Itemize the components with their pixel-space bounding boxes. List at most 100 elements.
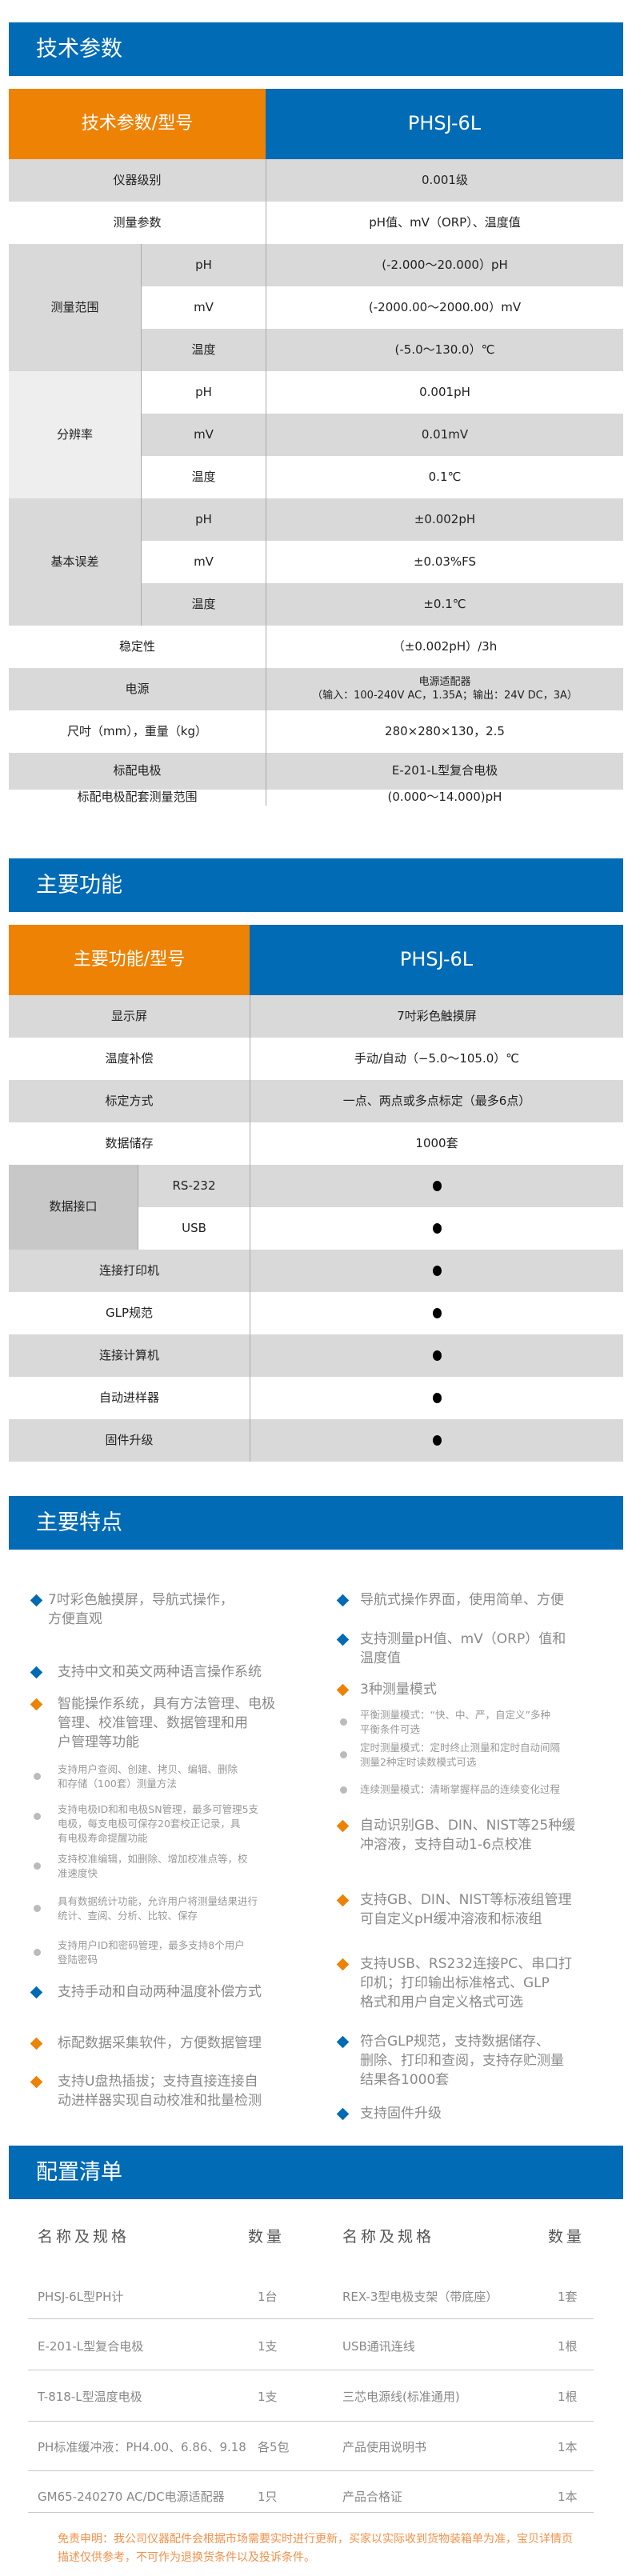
bullet-diamond-icon [30, 1594, 43, 1607]
bullet-diamond-icon [30, 1986, 43, 1999]
row-divider [28, 2318, 594, 2319]
bullet-diamond-icon [30, 2037, 43, 2050]
supported-cell [250, 1292, 623, 1334]
supported-dot-icon [432, 1308, 442, 1318]
row-value: 手动/自动（−5.0～105.0）℃ [250, 1038, 623, 1080]
row-value: ±0.002pH [266, 498, 623, 541]
supported-cell [250, 1334, 623, 1377]
bullet-diamond-icon [336, 1894, 350, 1907]
bullet-diamond-icon [336, 2107, 350, 2121]
feature-item: 标配数据采集软件，方便数据管理 [58, 2035, 262, 2051]
row-value: 7吋彩色触摸屏 [250, 995, 623, 1038]
bullet-diamond-icon [336, 1958, 350, 1971]
sub-label: mV [141, 541, 266, 583]
bullet-diamond-icon [336, 1594, 350, 1607]
header-model-name: PHSJ-6L [266, 89, 623, 159]
row-label: 电源 [9, 668, 266, 710]
row-value: 1000套 [250, 1122, 623, 1165]
config-item-qty: 1根 [558, 2390, 578, 2404]
bullet-diamond-icon [30, 1666, 43, 1679]
config-item-qty: 各5包 [258, 2440, 290, 2454]
row-value: 0.001pH [266, 371, 623, 414]
bullet-diamond-icon [336, 1683, 350, 1697]
row-value: (-2.000～20.000）pH [266, 244, 623, 286]
feature-item: 支持手动和自动两种温度补偿方式 [58, 1984, 262, 2000]
row-label: 数据储存 [9, 1122, 250, 1165]
section-header-tech: 技术参数 [9, 22, 623, 76]
config-item-qty: 1本 [558, 2490, 578, 2504]
sub-label: 温度 [141, 583, 266, 626]
config-item-name: T-818-L型温度电极 [38, 2390, 142, 2404]
row-value: 280×280×130，2.5 [266, 710, 623, 753]
header-param-model: 技术参数/型号 [9, 89, 266, 159]
row-value: （±0.002pH）/3h [266, 626, 623, 668]
feature-item: 支持中文和英文两种语言操作系统 [58, 1664, 262, 1680]
row-value: ±0.03%FS [266, 541, 623, 583]
config-item-name: PH标准缓冲液：PH4.00、6.86、9.18 [38, 2440, 246, 2454]
feature-item: 3种测量模式 [360, 1682, 437, 1698]
group-label: 分辨率 [9, 371, 141, 498]
config-item-qty: 1根 [558, 2339, 578, 2354]
supported-dot-icon [432, 1181, 442, 1191]
power-line-1: 电源适配器 [418, 675, 471, 688]
row-label: 标配电极配套测量范围 [9, 790, 266, 806]
row-label: 稳定性 [9, 626, 266, 668]
row-value: (-5.0～130.0）℃ [266, 329, 623, 371]
section-header-functions: 主要功能 [9, 858, 623, 912]
sub-label: pH [141, 498, 266, 541]
feature-item: 支持固件升级 [360, 2106, 442, 2122]
bullet-diamond-icon [336, 1633, 350, 1646]
group-label: 基本误差 [9, 498, 141, 626]
feature-item: 支持测量pH值、mV（ORP）值和 温度值 [360, 1631, 566, 1666]
supported-cell [250, 1250, 623, 1292]
supported-dot-icon [432, 1223, 442, 1234]
section-header-config: 配置清单 [9, 2146, 623, 2199]
header-model-name: PHSJ-6L [250, 925, 623, 995]
row-label: 仪器级别 [9, 159, 266, 202]
col-header-name: 名称及规格 [38, 2228, 130, 2246]
config-item-qty: 1只 [258, 2490, 278, 2504]
disclaimer: 免责申明：我公司仪器配件会根据市场需要实时进行更新，买家以实际收到货物装箱单为准… [58, 2533, 573, 2564]
row-label: 尺吋（mm），重量（kg） [9, 710, 266, 753]
power-value: 电源适配器 （输入：100-240V AC，1.35A；输出：24V DC，3A… [266, 668, 623, 710]
feature-item: 支持电极ID和和电极SN管理，最多可管理5支 电极，每支电极可保存20套校正记录… [58, 1803, 259, 1844]
bullet-diamond-icon [30, 2075, 43, 2089]
feature-item: 支持用户查阅、创建、拷贝、编辑、删除 和存储（100套）测量方法 [58, 1763, 238, 1790]
header-function-model: 主要功能/型号 [9, 925, 250, 995]
feature-item: 具有数据统计功能，允许用户将测量结果进行 统计、查阅、分析、比较、保存 [58, 1895, 258, 1922]
row-value: 0.01mV [266, 414, 623, 456]
bullet-dot-icon [34, 1862, 41, 1870]
power-line-2: （输入：100-240V AC，1.35A；输出：24V DC，3A） [312, 689, 578, 702]
row-label: 标定方式 [9, 1080, 250, 1122]
col-header-qty: 数量 [548, 2228, 586, 2246]
col-header-name: 名称及规格 [342, 2228, 435, 2246]
supported-cell [250, 1207, 623, 1250]
feature-item: 符合GLP规范，支持数据储存、 删除、打印和查阅，支持存贮测量 结果各1000套 [360, 2034, 564, 2088]
feature-item: 智能操作系统，具有方法管理、电极 管理、校准管理、数据管理和用 户管理等功能 [58, 1696, 275, 1750]
supported-dot-icon [432, 1435, 442, 1446]
row-divider [28, 2421, 594, 2422]
row-value: pH值、mV（ORP）、温度值 [266, 202, 623, 244]
supported-dot-icon [432, 1266, 442, 1276]
supported-cell [250, 1419, 623, 1462]
config-item-qty: 1支 [258, 2339, 278, 2354]
bullet-dot-icon [34, 1813, 41, 1820]
row-label: 测量参数 [9, 202, 266, 244]
supported-dot-icon [432, 1350, 442, 1361]
group-label: 测量范围 [9, 244, 141, 371]
row-label: 自动进样器 [9, 1377, 250, 1419]
bullet-dot-icon [34, 1773, 41, 1780]
row-label: 连接计算机 [9, 1334, 250, 1377]
bullet-diamond-icon [336, 2035, 350, 2049]
config-item-name: PHSJ-6L型PH计 [38, 2290, 124, 2304]
config-item-qty: 1台 [258, 2290, 278, 2304]
bullet-dot-icon [34, 1949, 41, 1956]
sub-label: pH [141, 371, 266, 414]
supported-cell [250, 1377, 623, 1419]
sub-label: USB [138, 1207, 250, 1250]
col-header-qty: 数量 [248, 2228, 286, 2246]
feature-item: 7吋彩色触摸屏，导航式操作， 方便直观 [48, 1592, 234, 1627]
feature-item: 定时测量模式：定时终止测量和定时自动间隔 测量2种定时读数模式可选 [360, 1742, 561, 1768]
config-item-name: REX-3型电极支架（带底座） [342, 2290, 498, 2304]
config-item-qty: 1套 [558, 2290, 578, 2304]
